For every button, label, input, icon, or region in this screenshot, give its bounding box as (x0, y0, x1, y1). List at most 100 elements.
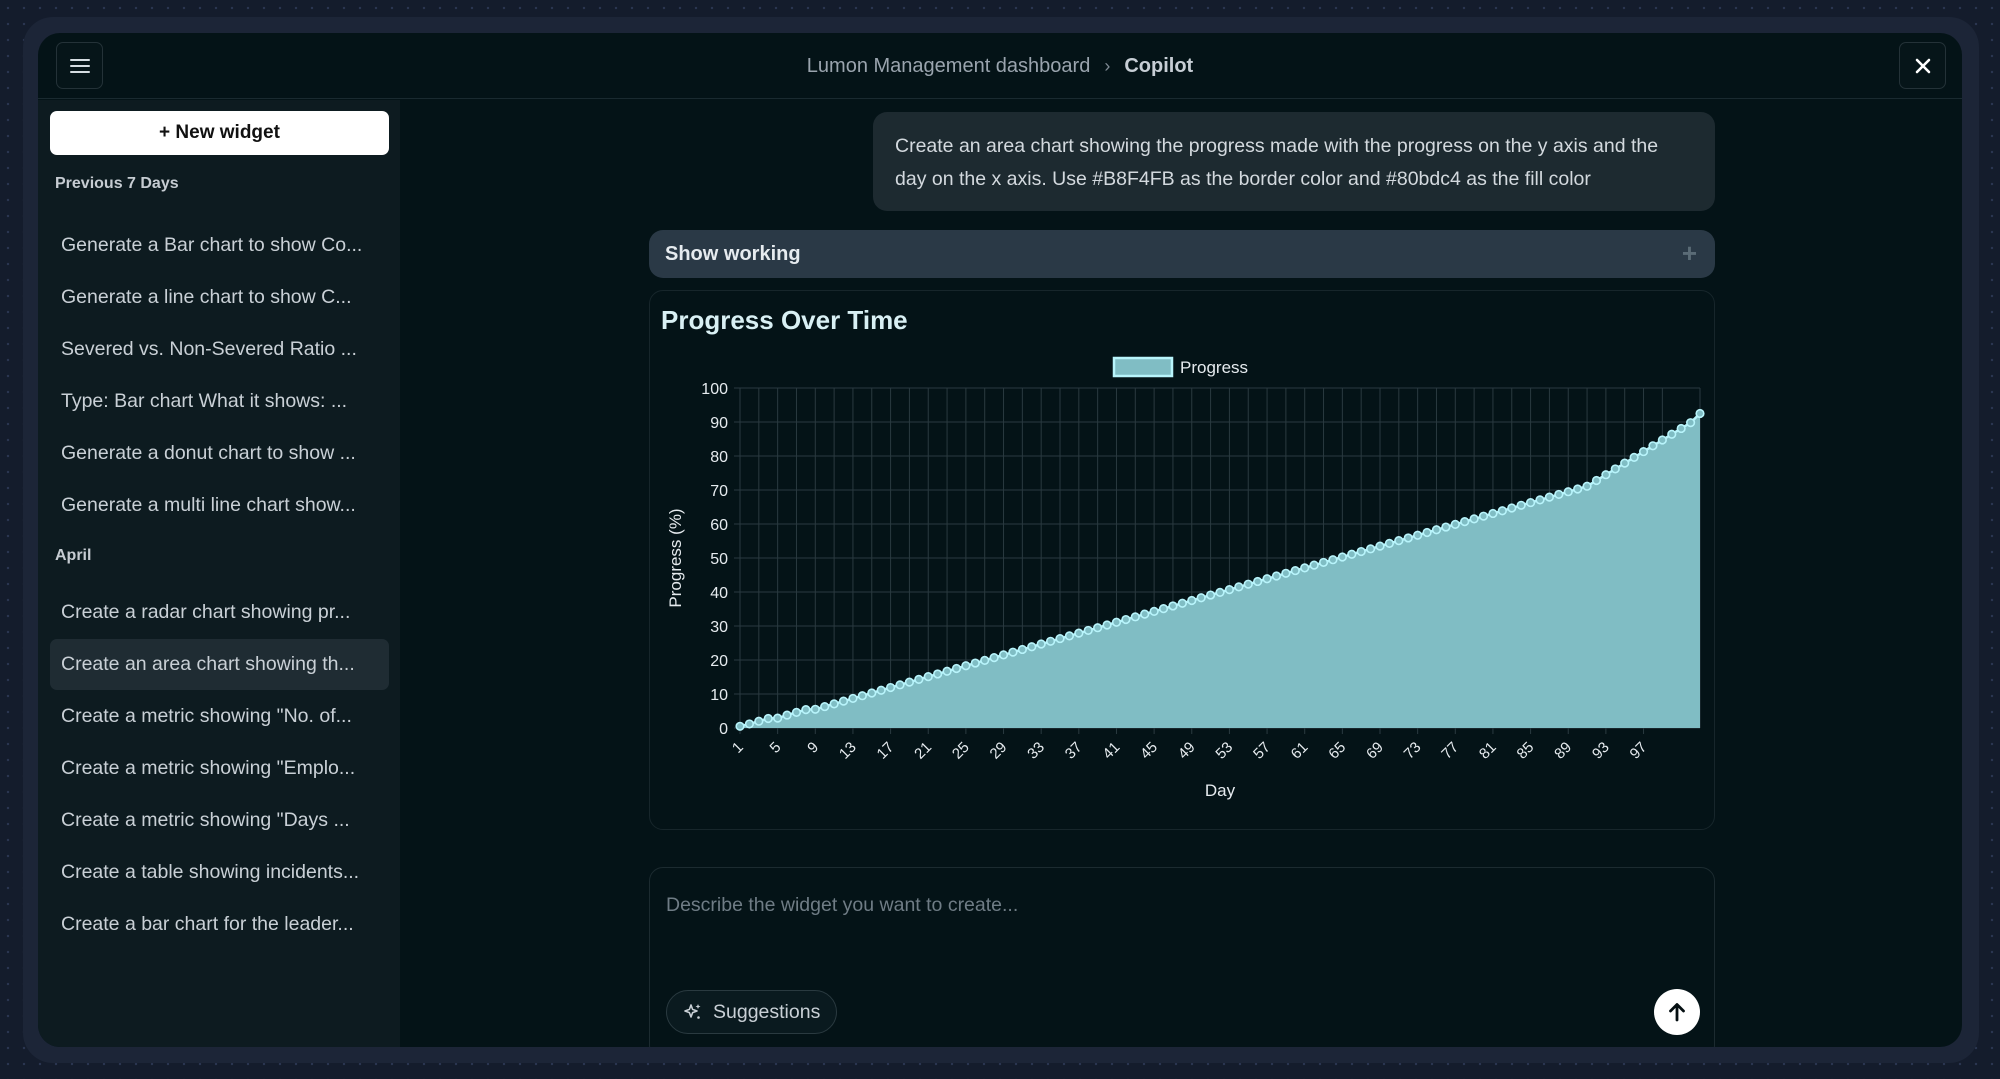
x-tick-label: 85 (1514, 739, 1538, 763)
x-tick-label: 49 (1175, 739, 1199, 763)
data-point (933, 669, 943, 679)
sidebar-item[interactable]: Generate a Bar chart to show Co... (61, 234, 363, 256)
data-point (1300, 563, 1310, 573)
data-point (1196, 593, 1206, 603)
data-point (1318, 557, 1329, 568)
data-point (857, 691, 867, 701)
data-point (1384, 538, 1395, 548)
data-point (1158, 604, 1169, 614)
data-point (1516, 500, 1526, 510)
data-point (951, 663, 962, 674)
sidebar-item-active[interactable]: Create an area chart showing th... (50, 639, 389, 690)
breadcrumb-root[interactable]: Lumon Management dashboard (806, 54, 1091, 77)
x-tick-label: 37 (1062, 739, 1086, 763)
x-tick-label: 13 (836, 739, 860, 763)
sidebar-item[interactable]: Type: Bar chart What it shows: ... (61, 390, 348, 412)
y-tick-label: 60 (710, 517, 728, 534)
arrow-up-icon (1669, 1003, 1685, 1022)
x-tick-label: 65 (1325, 739, 1349, 763)
new-widget-button[interactable]: + New widget (50, 111, 389, 155)
sidebar-item[interactable]: Create a radar chart showing pr... (61, 601, 351, 623)
sidebar-item[interactable]: Create a metric showing "Days ... (61, 809, 350, 831)
y-tick-label: 100 (701, 381, 728, 398)
y-tick-label: 0 (719, 721, 728, 738)
x-tick-label: 69 (1363, 739, 1387, 763)
data-point (1544, 492, 1555, 502)
y-tick-label: 20 (710, 653, 728, 670)
hamburger-icon (69, 58, 90, 73)
data-point (1497, 506, 1507, 516)
data-point (1121, 614, 1131, 625)
data-point (1460, 517, 1470, 527)
send-button[interactable] (1654, 989, 1700, 1035)
menu-button[interactable] (56, 42, 103, 89)
x-tick-label: 61 (1288, 739, 1312, 763)
y-tick-label: 10 (710, 687, 728, 704)
legend-swatch (1112, 356, 1174, 378)
data-point (1064, 631, 1075, 641)
x-tick-label: 5 (767, 739, 785, 757)
top-bar: Lumon Management dashboard › Copilot (38, 33, 1962, 99)
sidebar-item[interactable]: Create a metric showing "No. of... (61, 705, 352, 727)
breadcrumb: Lumon Management dashboard › Copilot (38, 33, 1962, 99)
composer: Suggestions (649, 867, 1715, 1047)
data-point (1450, 519, 1460, 529)
widget-description-input[interactable] (666, 880, 1696, 930)
show-working-label: Show working (665, 242, 801, 265)
x-tick-label: 57 (1250, 739, 1274, 763)
data-point (848, 693, 858, 704)
data-point (1525, 497, 1536, 508)
sidebar-item[interactable]: Generate a line chart to show C... (61, 286, 352, 308)
sidebar-item[interactable]: Generate a multi line chart show... (61, 494, 356, 516)
data-point (1111, 617, 1122, 627)
sidebar-item[interactable]: Create a bar chart for the leader... (61, 913, 354, 935)
data-point (885, 682, 896, 693)
sidebar-item[interactable]: Create a metric showing "Emplo... (61, 757, 356, 779)
data-point (970, 658, 980, 668)
data-point (1187, 595, 1197, 606)
x-tick-label: 17 (874, 739, 898, 763)
y-tick-label: 90 (710, 415, 728, 432)
data-point (1234, 582, 1244, 592)
data-point (1074, 628, 1084, 638)
data-point (1130, 612, 1140, 622)
data-point (1017, 644, 1027, 655)
data-point (829, 699, 839, 709)
area-chart: 0 10 20 30 40 50 60 70 80 90 100 1 5 9 13 17 21 25 29 33 37 4… (666, 356, 1705, 800)
show-working-toggle[interactable]: Show working + (649, 230, 1715, 278)
data-point (998, 650, 1009, 660)
x-tick-label: 1 (729, 739, 747, 757)
legend-label: Progress (1180, 358, 1248, 377)
data-point (1375, 541, 1385, 551)
data-point (1591, 475, 1602, 486)
data-point (876, 685, 886, 695)
data-point (1403, 533, 1413, 543)
suggestions-button[interactable]: Suggestions (666, 990, 838, 1034)
data-point (1337, 552, 1347, 562)
data-point (1356, 546, 1366, 557)
data-point (1478, 511, 1489, 521)
data-point (1620, 458, 1630, 468)
data-point (1535, 495, 1545, 505)
data-point (961, 661, 971, 671)
data-point (1168, 601, 1178, 611)
close-icon (1915, 58, 1930, 73)
chevron-right-icon: › (1104, 55, 1111, 76)
data-point (1083, 625, 1093, 636)
sidebar-item[interactable]: Create a table showing incidents... (61, 861, 360, 883)
x-tick-label: 45 (1137, 739, 1161, 763)
user-message: Create an area chart showing the progres… (873, 112, 1715, 211)
data-point (1610, 464, 1620, 474)
sidebar: + New widget Previous 7 Days Generate a … (38, 100, 400, 1047)
data-point (989, 653, 999, 663)
data-point (1563, 487, 1573, 497)
area-fill (740, 413, 1700, 728)
data-point (1365, 544, 1376, 554)
close-button[interactable] (1899, 42, 1946, 89)
sidebar-item[interactable]: Generate a donut chart to show ... (61, 442, 356, 464)
x-tick-label: 89 (1551, 739, 1575, 763)
data-point (895, 680, 905, 690)
data-point (1045, 636, 1056, 646)
y-tick-label: 50 (710, 551, 728, 568)
sidebar-item[interactable]: Severed vs. Non-Severed Ratio ... (61, 338, 357, 360)
